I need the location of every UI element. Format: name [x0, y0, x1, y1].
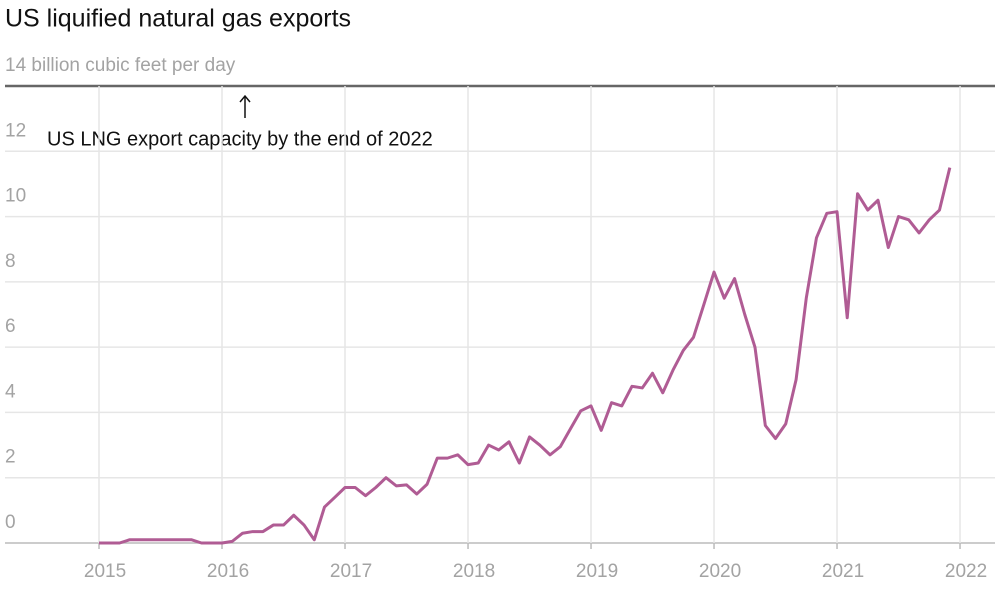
- annotation-arrow: [239, 94, 251, 118]
- x-tick-label: 2020: [699, 561, 741, 582]
- y-tick-label: 4: [5, 381, 16, 402]
- y-tick-label: 8: [5, 251, 16, 272]
- x-tick-label: 2018: [453, 561, 495, 582]
- data-line: [99, 167, 952, 545]
- y-tick-label: 14 billion cubic feet per day: [5, 55, 236, 76]
- x-tick-label: 2016: [207, 561, 249, 582]
- y-tick-label: 2: [5, 447, 16, 468]
- y-tick-label: 0: [5, 512, 16, 533]
- y-tick-label: 12: [5, 120, 26, 141]
- x-tick-label: 2022: [945, 561, 987, 582]
- annotation: US LNG export capacity by the end of 202…: [47, 128, 433, 150]
- x-tick-label: 2015: [84, 561, 126, 582]
- y-tick-label: 6: [5, 316, 16, 337]
- x-tick-label: 2021: [822, 561, 864, 582]
- y-tick-label: 10: [5, 186, 26, 207]
- x-tick-label: 2017: [330, 561, 372, 582]
- x-tick-label: 2019: [576, 561, 618, 582]
- chart-title: US liquified natural gas exports: [5, 5, 351, 33]
